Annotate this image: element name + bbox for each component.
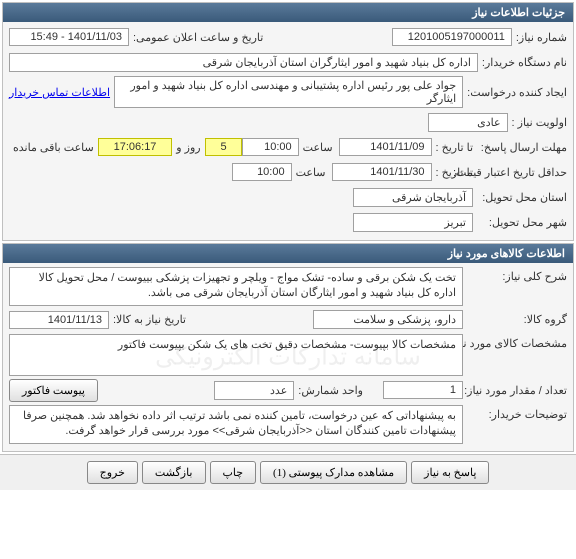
saat-1: ساعت	[303, 141, 333, 154]
rooz-va: روز و	[176, 141, 200, 154]
creator-label: ایجاد کننده درخواست:	[467, 86, 567, 99]
row-delivery-province: استان محل تحویل: آذربایجان شرقی	[9, 186, 567, 208]
goods-info-panel: اطلاعات کالاهای مورد نیاز سامانه تدارکات…	[2, 243, 574, 452]
row-priority: اولویت نیاز : عادی	[9, 111, 567, 133]
unit-label: واحد شمارش:	[298, 384, 363, 397]
row-qty: تعداد / مقدار مورد نیاز: 1 واحد شمارش: ع…	[9, 379, 567, 402]
panel1-body: شماره نیاز: 1201005197000011 تاریخ و ساع…	[3, 22, 573, 240]
group-value: دارو، پزشکی و سلامت	[313, 310, 463, 329]
reply-time-value: 10:00	[242, 138, 298, 156]
priority-label: اولویت نیاز :	[512, 116, 567, 129]
view-attachments-button[interactable]: مشاهده مدارک پیوستی (1)	[260, 461, 407, 484]
ta-tarikh-1: تا تاریخ :	[436, 141, 473, 154]
delivery-province-value: آذربایجان شرقی	[353, 188, 473, 207]
row-group: گروه کالا: دارو، پزشکی و سلامت تاریخ نیا…	[9, 309, 567, 331]
price-time-value: 10:00	[232, 163, 292, 181]
ta-tarikh-2: تا تاریخ :	[436, 166, 473, 179]
need-date-value: 1401/11/13	[9, 311, 109, 329]
reply-deadline-label: مهلت ارسال پاسخ:	[477, 141, 567, 154]
price-date-value: 1401/11/30	[332, 163, 432, 181]
countdown-timer: 17:06:17	[98, 138, 173, 156]
exit-button[interactable]: خروج	[87, 461, 138, 484]
delivery-city-label: شهر محل تحویل:	[477, 216, 567, 229]
qty-value: 1	[383, 381, 463, 399]
buyer-org-value: اداره کل بنیاد شهید و امور ایثارگران است…	[9, 53, 478, 72]
row-delivery-city: شهر محل تحویل: تبریز	[9, 211, 567, 233]
group-label: گروه کالا:	[467, 313, 567, 326]
row-desc: شرح کلی نیاز: تخت یک شکن برقی و ساده- تش…	[9, 267, 567, 306]
desc-value: تخت یک شکن برقی و ساده- تشک مواج - ویلچر…	[9, 267, 463, 306]
saat-remain: ساعت باقی مانده	[13, 141, 94, 154]
row-reply-deadline: مهلت ارسال پاسخ: تا تاریخ : 1401/11/09 س…	[9, 136, 567, 158]
announce-label: تاریخ و ساعت اعلان عمومی:	[133, 31, 263, 44]
spec-label: مشخصات کالای مورد نیاز:	[467, 334, 567, 350]
unit-value: عدد	[214, 381, 294, 400]
contact-link[interactable]: اطلاعات تماس خریدار	[9, 86, 110, 99]
attach-invoice-button[interactable]: پیوست فاکتور	[9, 379, 98, 402]
reply-button[interactable]: پاسخ به نیاز	[411, 461, 489, 484]
days-remaining: 5	[205, 138, 243, 156]
delivery-city-value: تبریز	[353, 213, 473, 232]
notes-label: توضیحات خریدار:	[467, 405, 567, 421]
niaz-number-value: 1201005197000011	[392, 28, 512, 46]
panel1-header: جزئیات اطلاعات نیاز	[3, 3, 573, 22]
need-date-label: تاریخ نیاز به کالا:	[113, 313, 186, 326]
row-creator: ایجاد کننده درخواست: جواد علی پور رئیس ا…	[9, 76, 567, 108]
need-details-panel: جزئیات اطلاعات نیاز شماره نیاز: 12010051…	[2, 2, 574, 241]
back-button[interactable]: بازگشت	[142, 461, 206, 484]
desc-label: شرح کلی نیاز:	[467, 267, 567, 283]
notes-value: به پیشنهاداتی که عین درخواست، تامین کنند…	[9, 405, 463, 444]
delivery-province-label: استان محل تحویل:	[477, 191, 567, 204]
priority-value: عادی	[428, 113, 508, 132]
row-niaz-number: شماره نیاز: 1201005197000011 تاریخ و ساع…	[9, 26, 567, 48]
row-notes: توضیحات خریدار: به پیشنهاداتی که عین درخ…	[9, 405, 567, 444]
print-button[interactable]: چاپ	[210, 461, 257, 484]
announce-value: 1401/11/03 - 15:49	[9, 28, 129, 46]
spec-value: مشخصات کالا بپیوست- مشخصات دقیق تخت های …	[9, 334, 463, 376]
creator-value: جواد علی پور رئیس اداره پشتیبانی و مهندس…	[114, 76, 463, 108]
row-spec: مشخصات کالای مورد نیاز: مشخصات کالا بپیو…	[9, 334, 567, 376]
price-validity-label: حداقل تاریخ اعتبار قیمت:	[477, 166, 567, 179]
row-buyer-org: نام دستگاه خریدار: اداره کل بنیاد شهید و…	[9, 51, 567, 73]
row-price-validity: حداقل تاریخ اعتبار قیمت: تا تاریخ : 1401…	[9, 161, 567, 183]
buyer-org-label: نام دستگاه خریدار:	[482, 56, 567, 69]
niaz-number-label: شماره نیاز:	[516, 31, 567, 44]
reply-date-value: 1401/11/09	[339, 138, 432, 156]
panel2-body: سامانه تدارکات الکترونیکی شرح کلی نیاز: …	[3, 263, 573, 451]
qty-label: تعداد / مقدار مورد نیاز:	[467, 384, 567, 397]
panel2-header: اطلاعات کالاهای مورد نیاز	[3, 244, 573, 263]
button-bar: پاسخ به نیاز مشاهده مدارک پیوستی (1) چاپ…	[0, 454, 576, 490]
saat-2: ساعت	[296, 166, 326, 179]
